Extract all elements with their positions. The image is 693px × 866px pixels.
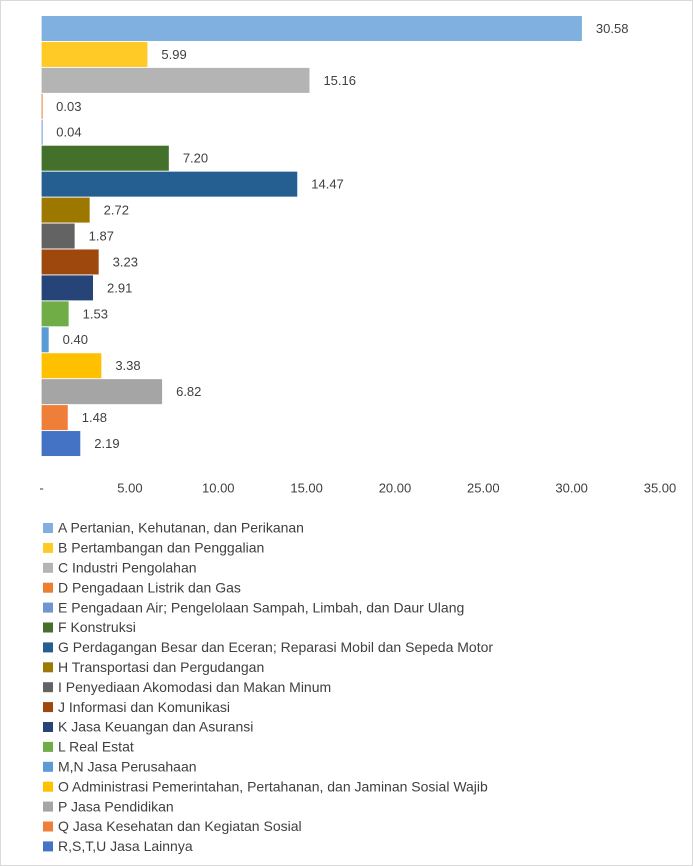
x-tick-label: 20.00 [379, 480, 412, 495]
legend-label: O Administrasi Pemerintahan, Pertahanan,… [58, 778, 488, 794]
data-label: 0.03 [56, 99, 81, 114]
legend-swatch [43, 542, 53, 553]
legend-label: D Pengadaan Listrik dan Gas [58, 579, 241, 595]
x-tick-label: 35.00 [644, 480, 677, 495]
legend-swatch [43, 741, 53, 752]
x-tick-label: 30.00 [555, 480, 588, 495]
data-label: 6.82 [176, 384, 201, 399]
bar [41, 431, 81, 457]
bar [41, 301, 69, 327]
bar [41, 41, 148, 67]
bar [41, 16, 582, 41]
legend-swatch [43, 562, 53, 573]
legend: A Pertanian, Kehutanan, dan Perikanan B P… [43, 520, 493, 854]
data-label: 15.16 [323, 73, 356, 88]
bar [41, 145, 169, 171]
data-label: 7.20 [183, 151, 208, 166]
legend-label: M,N Jasa Perusahaan [58, 759, 197, 775]
x-tick-label: 15.00 [290, 480, 323, 495]
legend-label: E Pengadaan Air; Pengelolaan Sampah, Lim… [58, 599, 464, 615]
bar [41, 405, 68, 431]
legend-swatch [43, 622, 53, 633]
legend-swatch [43, 702, 53, 713]
x-tick-label: 10.00 [202, 480, 235, 495]
bar [41, 67, 310, 93]
data-label: 0.04 [56, 125, 81, 140]
bar [41, 379, 163, 405]
bar [41, 275, 94, 301]
legend-label: I Penyediaan Akomodasi dan Makan Minum [58, 679, 331, 695]
data-label: 3.38 [115, 358, 140, 373]
data-label: 3.23 [113, 254, 138, 269]
bar [41, 223, 75, 249]
legend-label: C Industri Pengolahan [58, 560, 197, 576]
x-tick-label: - [39, 480, 43, 495]
data-label: 1.87 [89, 228, 114, 243]
legend-swatch [43, 602, 53, 613]
legend-swatch [43, 761, 53, 772]
legend-label: F Konstruksi [58, 619, 136, 635]
bar [41, 93, 43, 119]
legend-label: P Jasa Pendidikan [58, 798, 174, 814]
legend-swatch [43, 841, 53, 852]
legend-swatch [43, 582, 53, 593]
legend-swatch [43, 781, 53, 792]
x-tick-label: 25.00 [467, 480, 500, 495]
legend-swatch [43, 821, 53, 832]
legend-label: H Transportasi dan Pergudangan [58, 659, 264, 675]
legend-label: R,S,T,U Jasa Lainnya [58, 838, 193, 854]
legend-label: G Perdagangan Besar dan Eceran; Reparasi… [58, 639, 493, 655]
legend-label: K Jasa Keuangan dan Asuransi [58, 719, 253, 735]
data-label: 2.72 [104, 203, 129, 218]
legend-swatch [43, 523, 53, 533]
data-label: 5.99 [161, 47, 186, 62]
legend-label: A Pertanian, Kehutanan, dan Perikanan [58, 520, 304, 536]
legend-swatch [43, 662, 53, 673]
legend-label: Q Jasa Kesehatan dan Kegiatan Sosial [58, 818, 302, 834]
data-label: 1.48 [82, 410, 107, 425]
legend-swatch [43, 722, 53, 732]
data-label: 0.40 [63, 332, 88, 347]
legend-swatch [43, 801, 53, 812]
data-label: 2.91 [107, 280, 132, 295]
bar [41, 171, 298, 197]
data-label: 14.47 [311, 177, 344, 192]
legend-label: L Real Estat [58, 739, 134, 755]
legend-swatch [43, 682, 53, 693]
bar [41, 197, 90, 223]
bar [41, 327, 49, 353]
data-label: 30.58 [596, 21, 629, 36]
x-tick-label: 5.00 [117, 480, 142, 495]
data-label: 1.53 [83, 306, 108, 321]
bar [41, 119, 43, 145]
legend-label: J Informasi dan Komunikasi [58, 699, 230, 715]
data-label: 2.19 [94, 436, 119, 451]
bar [41, 353, 102, 379]
legend-label: B Pertambangan dan Penggalian [58, 540, 264, 556]
legend-swatch [43, 642, 53, 653]
bar [41, 249, 99, 275]
